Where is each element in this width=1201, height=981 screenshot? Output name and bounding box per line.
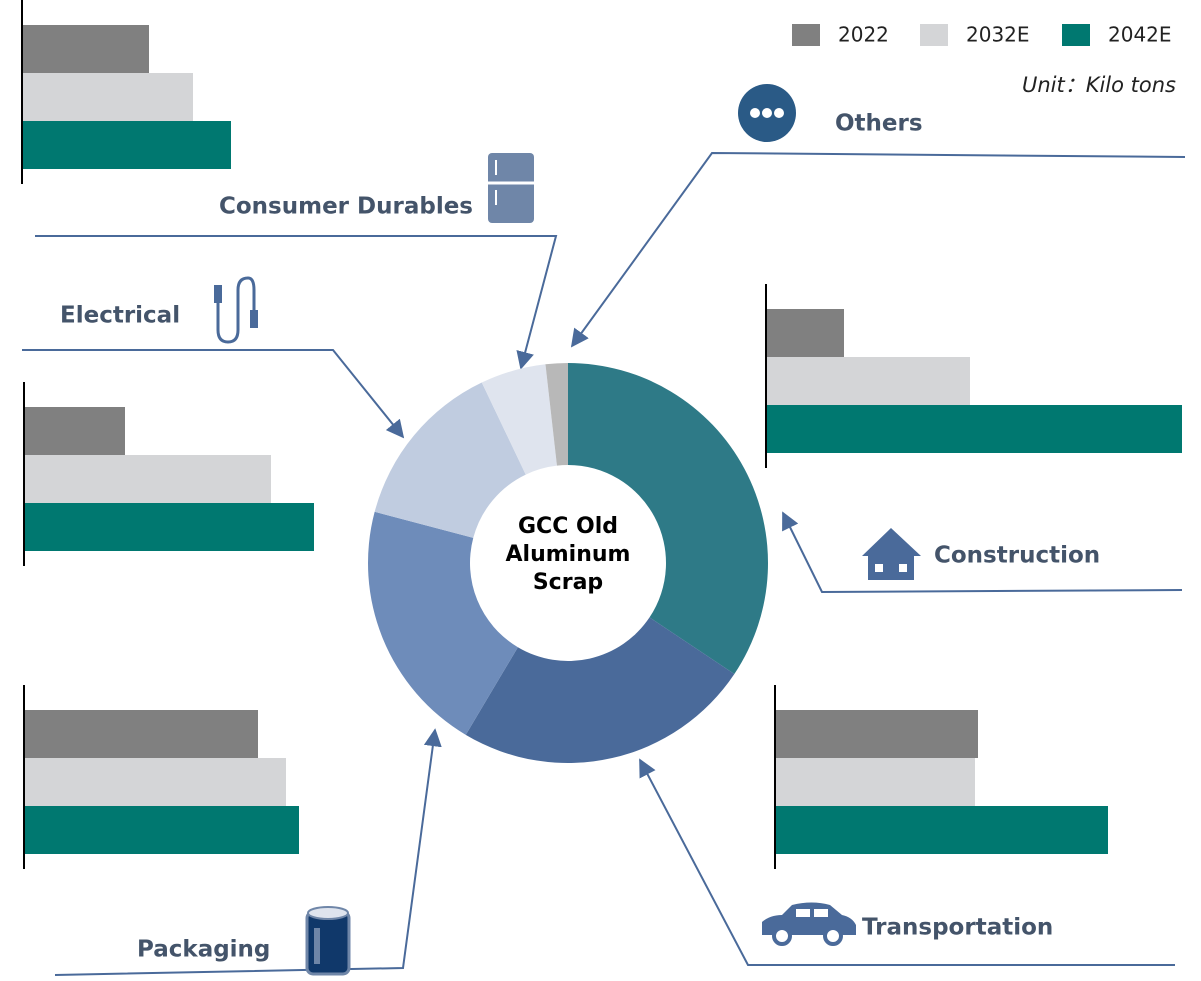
bar	[766, 357, 970, 405]
leader-line	[22, 349, 405, 439]
category-label: Others	[835, 111, 923, 137]
leader-line	[782, 511, 1183, 594]
bar	[22, 73, 193, 121]
bar	[22, 121, 231, 169]
bar	[775, 758, 975, 806]
donut-segment	[545, 363, 568, 466]
icon-house	[862, 528, 921, 580]
bar	[775, 710, 978, 758]
category-label: Construction	[934, 543, 1100, 569]
unit-note: Unit：Kilo tons	[1022, 73, 1176, 97]
donut-segment	[568, 363, 768, 675]
category-label: Electrical	[60, 303, 180, 329]
leader-line	[639, 758, 1175, 966]
legend-swatch	[792, 24, 820, 46]
icon-car	[762, 902, 856, 946]
bar	[24, 407, 125, 455]
bar	[766, 309, 844, 357]
leader-line	[570, 151, 1186, 348]
icon-fridge	[488, 153, 534, 223]
bar	[775, 806, 1108, 854]
leader-line	[54, 728, 442, 976]
donut-segment	[465, 617, 735, 763]
category-label: Consumer Durables	[219, 194, 473, 220]
category-label: Transportation	[862, 915, 1053, 941]
bar	[24, 758, 286, 806]
bar	[22, 25, 149, 73]
center-label: GCC Old Aluminum Scrap	[505, 514, 631, 595]
donut-segment	[368, 511, 518, 735]
bar	[24, 710, 258, 758]
legend-label: 2032E	[966, 23, 1030, 47]
legend-label: 2022	[838, 23, 889, 47]
bar	[766, 405, 1182, 453]
legend-swatch	[920, 24, 948, 46]
donut-segment	[374, 382, 526, 538]
legend-swatch	[1062, 24, 1090, 46]
category-label: Packaging	[137, 937, 270, 963]
bar	[24, 806, 299, 854]
leader-line	[35, 235, 558, 370]
icon-others	[738, 84, 796, 142]
icon-cable	[214, 276, 258, 344]
donut-segment	[481, 364, 557, 475]
bar	[24, 455, 271, 503]
bar	[24, 503, 314, 551]
icon-can	[305, 906, 351, 976]
leader-lines	[22, 151, 1186, 976]
legend-label: 2042E	[1108, 23, 1172, 47]
